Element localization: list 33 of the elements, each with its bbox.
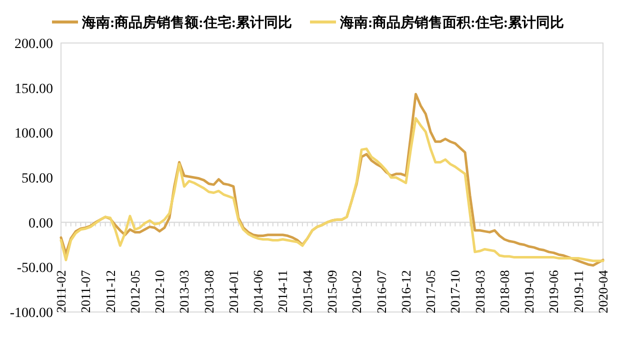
x-tick-label: 2016-07 [374,270,389,314]
x-tick-label: 2011-12 [102,270,118,313]
x-tick-label: 2011-02 [54,270,68,313]
x-tick-label: 2016-12 [398,270,414,314]
y-tick-label: 50.00 [22,172,53,186]
x-tick-label: 2014-01 [226,270,241,314]
line-series [60,117,604,262]
x-tick-label: 2020-04 [596,270,610,314]
x-tick-label: 2019-11 [570,270,586,313]
legend-label: 海南:商品房销售额:住宅:累计同比 [81,14,292,31]
x-tick-label: 2018-03 [472,270,488,314]
y-tick-label: 200.00 [14,37,53,52]
x-tick-label: 2015-09 [324,270,340,314]
x-tick-label: 2015-04 [300,270,315,314]
x-tick-label: 2011-07 [78,270,94,313]
x-tick-label: 2013-08 [201,270,216,314]
x-tick-label: 2016-02 [349,270,364,314]
x-tick-label: 2018-08 [496,270,512,314]
x-tick-label: 2019-01 [522,270,537,314]
x-tick-label: 2017-05 [423,270,438,314]
y-tick-label: 0.00 [28,216,53,232]
x-tick-label: 2019-06 [546,270,562,314]
x-tick-label: 2017-10 [448,270,463,314]
x-tick-label: 2012-10 [152,270,168,314]
x-tick-label: 2014-11 [275,270,290,313]
y-tick-label: -100.00 [10,306,53,321]
x-tick-label: 2014-06 [250,270,266,314]
x-tick-label: 2013-03 [176,270,192,314]
y-tick-label: 150.00 [14,82,53,97]
x-tick-label: 2012-05 [127,270,142,314]
legend-label: 海南:商品房销售面积:住宅:累计同比 [339,14,564,31]
y-tick-label: -50.00 [16,261,53,276]
y-tick-label: 100.00 [14,126,53,142]
